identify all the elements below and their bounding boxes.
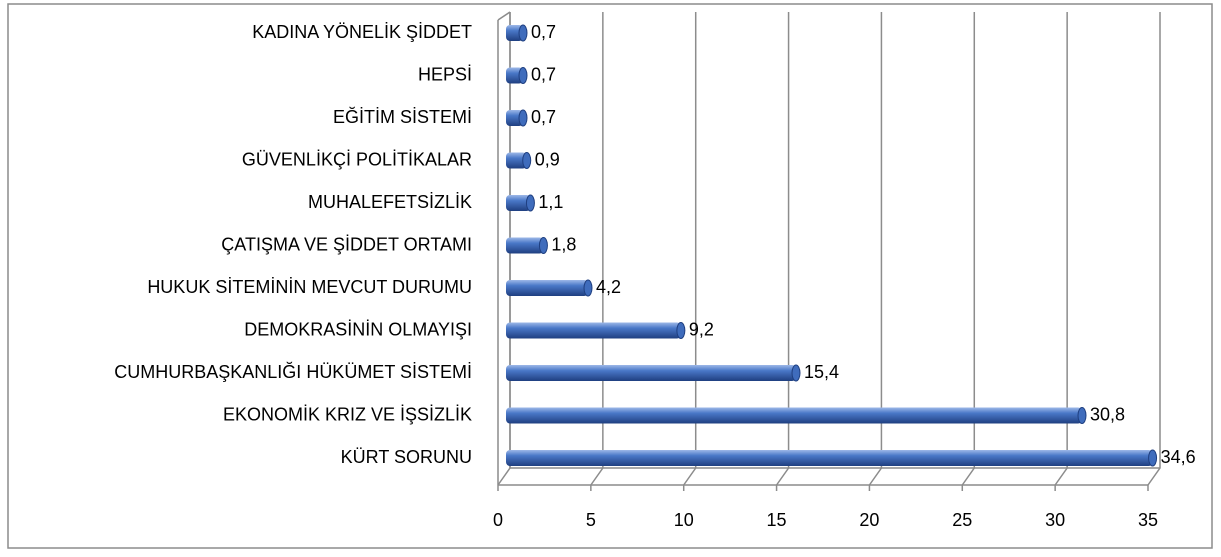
bar-cap [525,194,535,212]
y-tick-label: EĞİTİM SİSTEMİ [333,106,472,127]
data-label: 0,7 [531,107,556,127]
data-label: 0,7 [531,64,556,84]
data-label: 0,9 [535,149,560,169]
x-tick-label: 20 [859,510,879,530]
bar [506,25,523,41]
bar [506,407,1082,424]
bar-cap [1148,449,1158,467]
bar [506,365,796,381]
grid-line [868,12,883,486]
bar [506,280,588,296]
bar [506,67,523,84]
grid-line [1054,12,1068,486]
x-tick-label: 5 [586,510,596,530]
bar-cap [583,279,593,297]
bar-cap [522,152,532,169]
bar-cap [791,364,801,382]
data-label: 15,4 [804,362,839,382]
y-tick-label: ÇATIŞMA VE ŞİDDET ORTAMI [221,234,472,254]
grid-line [683,12,697,486]
grid-line [1147,12,1161,486]
bar [506,450,1153,466]
y-tick-label: HUKUK SİTEMİNİN MEVCUT DURUMU [147,277,472,297]
data-label: 1,8 [551,234,576,254]
x-tick-label: 25 [952,510,972,530]
bar-cap [518,24,528,42]
bar-cap [676,322,686,339]
x-tick-label: 35 [1138,510,1158,530]
bar-cap [518,67,528,84]
data-label: 34,6 [1161,447,1196,467]
bar-cap [1077,407,1087,424]
bar [506,237,544,254]
grid-line [961,12,976,486]
data-label: 0,7 [531,22,556,42]
x-tick-label: 15 [767,510,787,530]
x-tick-label: 10 [674,510,694,530]
data-label: 1,1 [538,192,563,212]
y-tick-label: CUMHURBAŞKANLIĞI HÜKÜMET SİSTEMİ [114,361,472,382]
y-tick-label: KÜRT SORUNU [341,447,472,467]
bar-cap [538,237,548,254]
y-tick-label: HEPSİ [418,64,472,84]
bar [506,110,523,126]
y-tick-label: KADINA YÖNELİK ŞİDDET [252,22,472,42]
bar [506,322,681,339]
x-tick-label: 0 [493,510,503,530]
axis-line [497,11,511,21]
bar-cap [518,109,528,127]
y-tick-label: DEMOKRASİNİN OLMAYIŞI [244,319,472,339]
y-tick-label: GÜVENLİKÇİ POLİTİKALAR [242,149,472,169]
grid-line [590,12,604,486]
grid-line [775,12,790,486]
bar [506,152,527,169]
x-tick-label: 30 [1045,510,1065,530]
y-tick-label: MUHALEFETSİZLİK [308,192,472,212]
data-label: 30,8 [1090,404,1125,424]
data-label: 9,2 [689,319,714,339]
bar [506,195,531,211]
y-tick-label: EKONOMİK KRIZ VE İŞSİZLİK [223,404,472,424]
data-label: 4,2 [596,277,621,297]
